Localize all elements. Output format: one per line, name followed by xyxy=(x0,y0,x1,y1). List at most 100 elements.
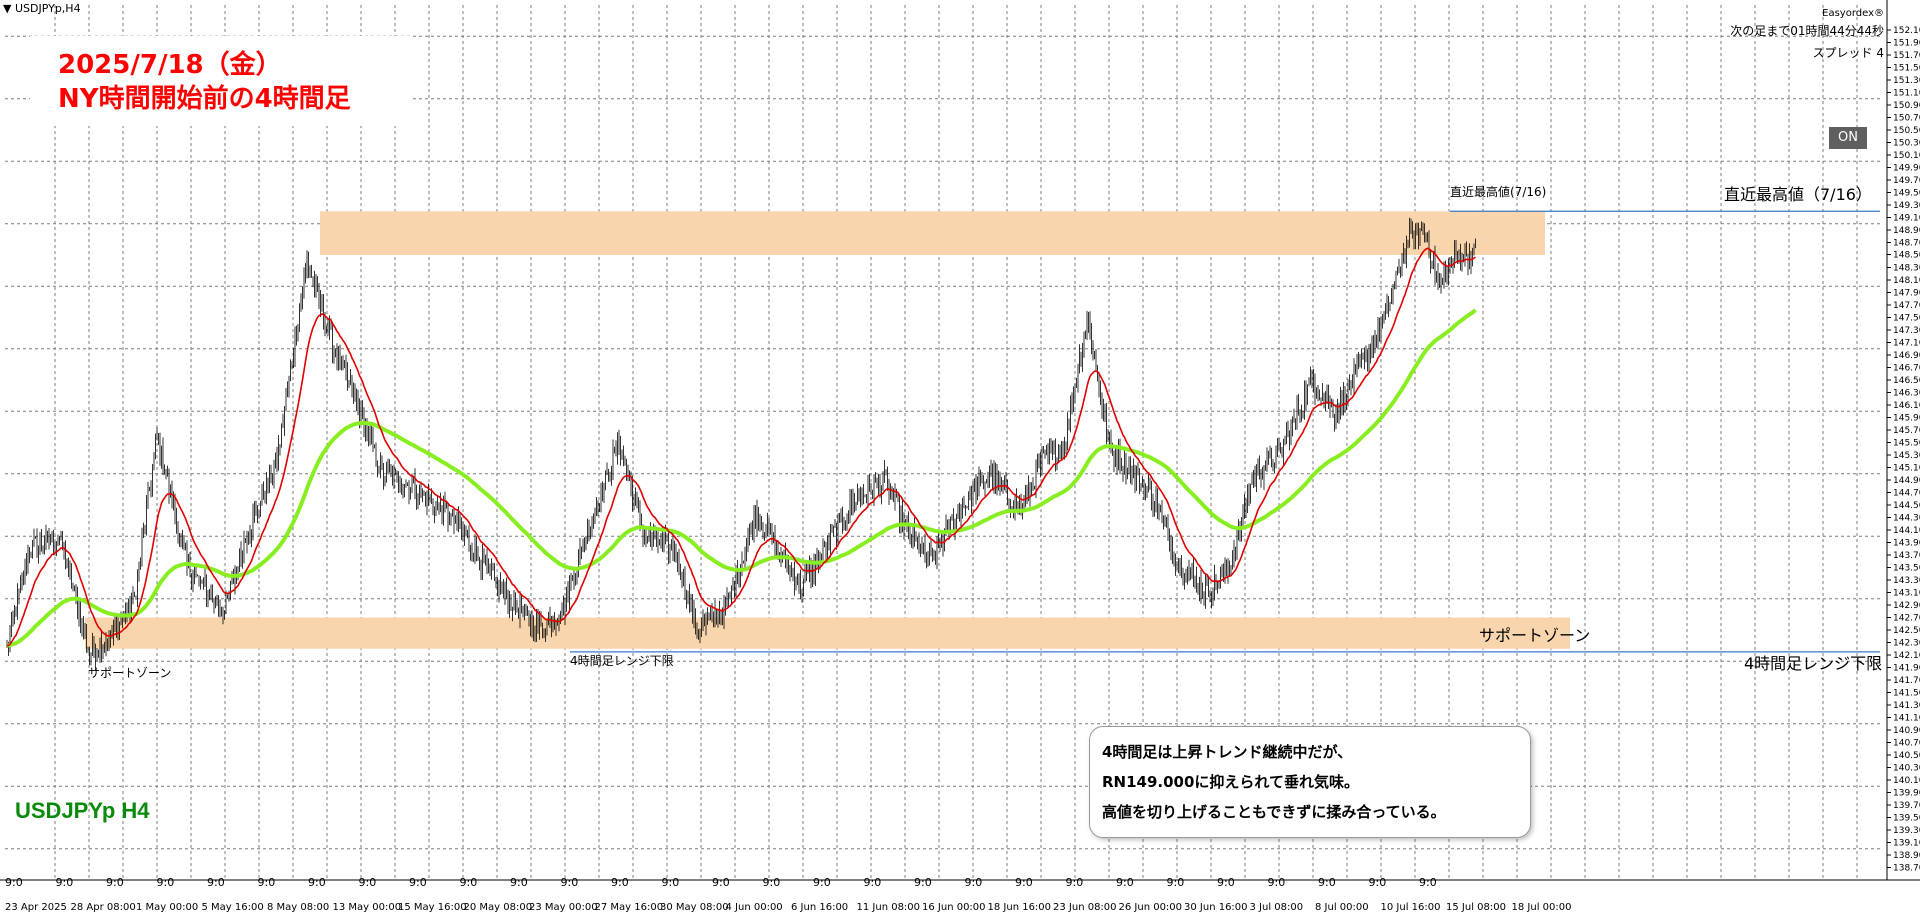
date-label: 15 Jul 08:00 xyxy=(1446,902,1506,913)
session-label: 9:0 xyxy=(712,876,730,889)
price-tick-label: 142.100 xyxy=(1893,651,1920,661)
date-label: 16 Jun 00:00 xyxy=(922,902,986,913)
price-tick-label: 145.900 xyxy=(1893,414,1920,424)
date-label: 8 Jul 00:00 xyxy=(1315,902,1369,913)
date-label: 11 Jun 08:00 xyxy=(857,902,921,913)
price-tick-label: 140.300 xyxy=(1893,764,1920,774)
price-tick-label: 140.900 xyxy=(1893,726,1920,736)
session-label: 9:0 xyxy=(864,876,882,889)
support-zone-label-left: サポートゾーン xyxy=(88,666,172,680)
date-label: 26 Jun 00:00 xyxy=(1119,902,1183,913)
price-tick-label: 150.500 xyxy=(1893,126,1920,136)
footer-symbol: USDJPYp H4 xyxy=(15,798,150,823)
date-label: 3 Jul 08:00 xyxy=(1250,902,1304,913)
price-tick-label: 148.508 xyxy=(1893,251,1920,261)
title-box: 2025/7/18（金） NY時間開始前の4時間足 xyxy=(30,36,410,126)
price-tick-label: 140.100 xyxy=(1893,776,1920,786)
price-tick-label: 141.100 xyxy=(1893,714,1920,724)
date-label: 30 May 08:00 xyxy=(660,902,729,913)
candle-countdown: 次の足まで01時間44分44秒 xyxy=(1730,24,1884,38)
price-tick-label: 147.100 xyxy=(1893,339,1920,349)
price-tick-label: 144.500 xyxy=(1893,501,1920,511)
price-tick-label: 139.300 xyxy=(1893,826,1920,836)
price-tick-label: 151.900 xyxy=(1893,39,1920,49)
price-tick-label: 144.900 xyxy=(1893,476,1920,486)
price-tick-label: 146.500 xyxy=(1893,376,1920,386)
symbol-timeframe-tag[interactable]: ▼ USDJPYp,H4 xyxy=(3,2,81,15)
session-label: 9:0 xyxy=(1369,876,1387,889)
date-label: 23 Apr 2025 xyxy=(5,902,67,913)
session-label: 9:0 xyxy=(308,876,326,889)
price-tick-label: 144.100 xyxy=(1893,526,1920,536)
price-tick-label: 149.500 xyxy=(1893,189,1920,199)
recent-high-label-small: 直近最高値(7/16) xyxy=(1450,185,1547,199)
price-tick-label: 145.700 xyxy=(1893,426,1920,436)
title-date: 2025/7/18（金） xyxy=(58,50,282,80)
price-tick-label: 142.900 xyxy=(1893,601,1920,611)
comment-line-1: 4時間足は上昇トレンド継続中だが、 xyxy=(1102,743,1353,761)
price-tick-label: 141.700 xyxy=(1893,676,1920,686)
support-zone-label-right: サポートゾーン xyxy=(1479,626,1591,645)
price-tick-label: 138.900 xyxy=(1893,851,1920,861)
session-label: 9:0 xyxy=(561,876,579,889)
price-tick-label: 139.500 xyxy=(1893,814,1920,824)
price-tick-label: 140.500 xyxy=(1893,751,1920,761)
session-label: 9:0 xyxy=(106,876,124,889)
price-tick-label: 150.300 xyxy=(1893,139,1920,149)
price-tick-label: 146.700 xyxy=(1893,364,1920,374)
price-tick-label: 138.700 xyxy=(1893,864,1920,874)
session-label: 9:0 xyxy=(359,876,377,889)
price-tick-label: 150.100 xyxy=(1893,151,1920,161)
session-label: 9:0 xyxy=(5,876,23,889)
price-tick-label: 142.700 xyxy=(1893,614,1920,624)
date-label: 27 May 16:00 xyxy=(595,902,664,913)
session-label: 9:0 xyxy=(510,876,528,889)
date-label: 8 May 08:00 xyxy=(267,902,329,913)
session-label: 9:0 xyxy=(1217,876,1235,889)
recent-high-label: 直近最高値（7/16） xyxy=(1724,185,1872,204)
price-tick-label: 148.300 xyxy=(1893,264,1920,274)
resistance-zone xyxy=(320,211,1545,255)
session-label: 9:0 xyxy=(460,876,478,889)
price-tick-label: 151.100 xyxy=(1893,89,1920,99)
price-tick-label: 146.100 xyxy=(1893,401,1920,411)
price-tick-label: 149.100 xyxy=(1893,214,1920,224)
session-label: 9:0 xyxy=(1066,876,1084,889)
date-label: 18 Jul 00:00 xyxy=(1512,902,1572,913)
ema-fast-line xyxy=(7,247,1476,647)
session-label: 9:0 xyxy=(157,876,175,889)
price-tick-label: 148.900 xyxy=(1893,226,1920,236)
price-tick-label: 149.900 xyxy=(1893,164,1920,174)
price-tick-label: 142.500 xyxy=(1893,626,1920,636)
date-label: 6 Jun 16:00 xyxy=(791,902,848,913)
price-tick-label: 147.700 xyxy=(1893,301,1920,311)
price-tick-label: 148.700 xyxy=(1893,239,1920,249)
price-tick-label: 139.700 xyxy=(1893,801,1920,811)
date-label: 15 May 16:00 xyxy=(398,902,467,913)
price-tick-label: 145.500 xyxy=(1893,439,1920,449)
price-tick-label: 148.100 xyxy=(1893,276,1920,286)
support-zone xyxy=(85,617,1570,649)
date-label: 20 May 08:00 xyxy=(464,902,533,913)
price-tick-label: 144.700 xyxy=(1893,489,1920,499)
session-label: 9:0 xyxy=(56,876,74,889)
date-label: 28 Apr 08:00 xyxy=(71,902,136,913)
range-low-label-small: 4時間足レンジ下限 xyxy=(570,654,674,668)
price-tick-label: 147.900 xyxy=(1893,289,1920,299)
price-tick-label: 149.700 xyxy=(1893,176,1920,186)
price-tick-label: 145.100 xyxy=(1893,464,1920,474)
session-label: 9:0 xyxy=(1167,876,1185,889)
title-subtitle: NY時間開始前の4時間足 xyxy=(58,84,351,114)
price-tick-label: 139.100 xyxy=(1893,839,1920,849)
session-label: 9:0 xyxy=(1419,876,1437,889)
price-tick-label: 144.300 xyxy=(1893,514,1920,524)
price-tick-label: 151.700 xyxy=(1893,51,1920,61)
price-tick-label: 139.900 xyxy=(1893,789,1920,799)
on-toggle-button[interactable]: ON xyxy=(1829,127,1867,149)
price-tick-label: 141.500 xyxy=(1893,689,1920,699)
session-label: 9:0 xyxy=(1015,876,1033,889)
session-label: 9:0 xyxy=(1116,876,1134,889)
